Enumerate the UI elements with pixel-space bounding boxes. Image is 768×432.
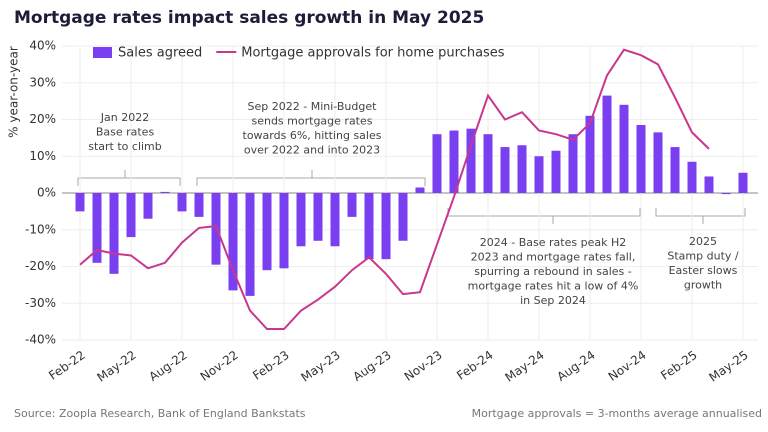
bar	[602, 95, 612, 193]
bar	[75, 193, 85, 212]
legend-label: Mortgage approvals for home purchases	[241, 46, 505, 61]
bar	[687, 161, 697, 193]
bar	[653, 132, 663, 193]
bar	[704, 176, 714, 193]
legend-label: Sales agreed	[118, 46, 202, 61]
bar	[381, 193, 391, 260]
bar	[364, 193, 374, 260]
x-tick-label: Nov-24	[606, 348, 649, 384]
x-tick-label: Feb-25	[658, 348, 700, 383]
y-tick-label: -10%	[25, 222, 56, 236]
y-tick-label: 10%	[29, 149, 56, 163]
bar	[500, 147, 510, 193]
bar	[568, 134, 578, 193]
bar	[636, 125, 646, 193]
bar	[585, 115, 595, 193]
bar	[670, 147, 680, 193]
y-tick-label: 30%	[29, 75, 56, 89]
chart-title: Mortgage rates impact sales growth in Ma…	[14, 8, 484, 28]
x-tick-label: May-22	[94, 348, 138, 385]
bar	[398, 193, 408, 241]
annotation: spurring a rebound in sales -	[474, 265, 632, 278]
bar	[721, 193, 731, 195]
bar	[92, 193, 102, 263]
annotation: 2023 and mortgage rates fall,	[471, 251, 636, 264]
annotation: over 2022 and into 2023	[244, 144, 380, 157]
bar	[466, 128, 476, 193]
annotation: growth	[684, 279, 722, 292]
annotation: Stamp duty /	[667, 250, 739, 263]
annotation: start to climb	[88, 140, 162, 153]
bar	[415, 187, 425, 193]
annotation: in Sep 2024	[520, 294, 586, 307]
bar	[296, 193, 306, 247]
x-tick-label: May-25	[706, 348, 750, 385]
bar	[177, 193, 187, 212]
bar	[449, 130, 459, 193]
y-tick-label: 40%	[29, 39, 56, 53]
bar	[279, 193, 289, 269]
bar	[517, 145, 527, 193]
bar	[143, 193, 153, 219]
bar	[109, 193, 119, 274]
bracket	[77, 170, 181, 186]
annotation: 2024 - Base rates peak H2	[480, 236, 626, 249]
bar	[551, 150, 561, 193]
x-tick-label: Feb-24	[454, 348, 496, 383]
y-tick-label: -30%	[25, 296, 56, 310]
bar	[534, 156, 544, 193]
x-tick-label: May-23	[298, 348, 342, 385]
y-tick-label: 20%	[29, 112, 56, 126]
x-tick-label: May-24	[502, 348, 546, 385]
bar	[245, 193, 255, 296]
bracket	[447, 208, 641, 224]
bar	[126, 193, 136, 238]
bar	[262, 193, 272, 271]
source: Source: Zoopla Research, Bank of England…	[14, 407, 306, 420]
y-axis-label: % year-on-year	[7, 46, 21, 138]
annotation: Jan 2022	[100, 111, 149, 124]
annotation: Sep 2022 - Mini-Budget	[248, 100, 378, 113]
note: Mortgage approvals = 3-months average an…	[472, 407, 762, 420]
bar	[194, 193, 204, 217]
bar	[228, 193, 238, 291]
x-tick-label: Aug-23	[350, 348, 393, 384]
bracket	[196, 170, 426, 186]
annotation: mortgage rates hit a low of 4%	[468, 280, 639, 293]
annotation: towards 6%, hitting sales	[243, 129, 382, 142]
bar	[330, 193, 340, 247]
bar	[619, 104, 629, 193]
annotation: Base rates	[96, 126, 155, 139]
annotation: sends mortgage rates	[251, 115, 372, 128]
bracket	[655, 208, 746, 224]
x-tick-label: Feb-23	[250, 348, 292, 383]
x-tick-label: Feb-22	[46, 348, 88, 383]
annotation: Easter slows	[669, 264, 738, 277]
y-tick-label: -40%	[25, 333, 56, 347]
x-tick-label: Nov-23	[402, 348, 445, 384]
annotation: 2025	[689, 235, 717, 248]
bar	[347, 193, 357, 217]
legend-swatch	[93, 47, 112, 58]
line	[79, 48, 710, 330]
x-tick-label: Nov-22	[198, 348, 241, 384]
bar	[483, 134, 493, 193]
x-tick-label: Aug-22	[146, 348, 189, 384]
y-tick-label: -20%	[25, 259, 56, 273]
bar	[160, 191, 170, 193]
bar	[313, 193, 323, 241]
x-tick-label: Aug-24	[554, 348, 597, 384]
y-tick-label: 0%	[37, 186, 56, 200]
bar	[738, 172, 748, 193]
bar	[432, 134, 442, 193]
